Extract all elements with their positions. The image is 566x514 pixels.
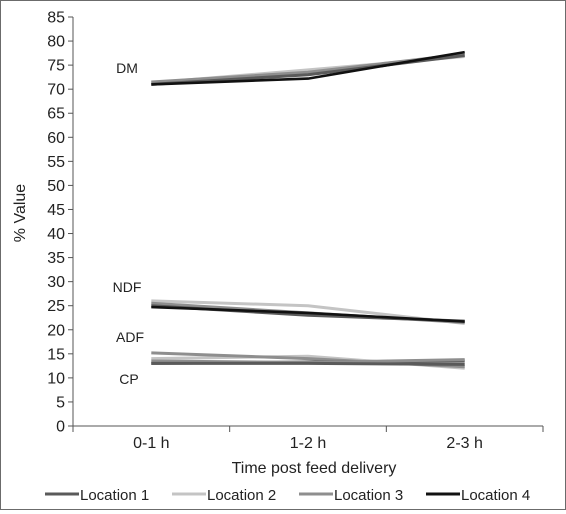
y-tick-label: 20 bbox=[47, 322, 65, 339]
legend-label: Location 1 bbox=[80, 487, 149, 504]
x-tick-label: 0-1 h bbox=[133, 435, 169, 452]
y-tick-label: 50 bbox=[47, 178, 65, 195]
x-tick-label: 1-2 h bbox=[290, 435, 326, 452]
legend-item-location-3: Location 3 bbox=[299, 487, 403, 504]
y-tick-label: 30 bbox=[47, 274, 65, 291]
legend-label: Location 4 bbox=[461, 487, 530, 504]
group-label-cp: CP bbox=[119, 371, 138, 387]
group-labels: DM NDF ADF CP bbox=[113, 60, 144, 387]
y-axis: 0 5 10 15 20 25 30 35 40 45 50 55 60 65 70 75 80 85 bbox=[47, 10, 74, 436]
group-label-dm: DM bbox=[116, 60, 138, 76]
y-tick-label: 35 bbox=[47, 250, 65, 267]
legend-item-location-1: Location 1 bbox=[45, 487, 149, 504]
y-tick-label: 45 bbox=[47, 202, 65, 219]
x-axis-title: Time post feed delivery bbox=[232, 460, 397, 477]
x-axis: 0-1 h 1-2 h 2-3 h bbox=[72, 425, 544, 452]
legend-label: Location 2 bbox=[207, 487, 276, 504]
series-line-ndf-location-4 bbox=[151, 305, 465, 323]
y-tick-label: 70 bbox=[47, 82, 65, 99]
y-tick-label: 15 bbox=[47, 346, 65, 363]
group-label-adf: ADF bbox=[116, 329, 144, 345]
y-tick-label: 75 bbox=[47, 58, 65, 75]
series-line-dm-location-4 bbox=[151, 50, 465, 86]
y-tick-label: 10 bbox=[47, 370, 65, 387]
y-tick-label: 80 bbox=[47, 34, 65, 51]
series-line-cp-location-1 bbox=[151, 361, 465, 366]
y-axis-title: % Value bbox=[12, 184, 29, 243]
y-tick-label: 0 bbox=[56, 419, 65, 436]
y-tick-label: 55 bbox=[47, 154, 65, 171]
y-tick-label: 40 bbox=[47, 226, 65, 243]
y-tick-label: 65 bbox=[47, 106, 65, 123]
legend-label: Location 3 bbox=[334, 487, 403, 504]
y-tick-label: 85 bbox=[47, 10, 65, 27]
y-tick-label: 25 bbox=[47, 298, 65, 315]
legend-item-location-4: Location 4 bbox=[426, 487, 530, 504]
group-label-ndf: NDF bbox=[113, 279, 142, 295]
plot-lines bbox=[151, 50, 465, 370]
legend-item-location-2: Location 2 bbox=[172, 487, 276, 504]
legend: Location 1 Location 2 Location 3 Location 4 bbox=[45, 487, 530, 504]
y-tick-label: 5 bbox=[56, 394, 65, 411]
y-tick-label: 60 bbox=[47, 130, 65, 147]
x-tick-label: 2-3 h bbox=[446, 435, 482, 452]
